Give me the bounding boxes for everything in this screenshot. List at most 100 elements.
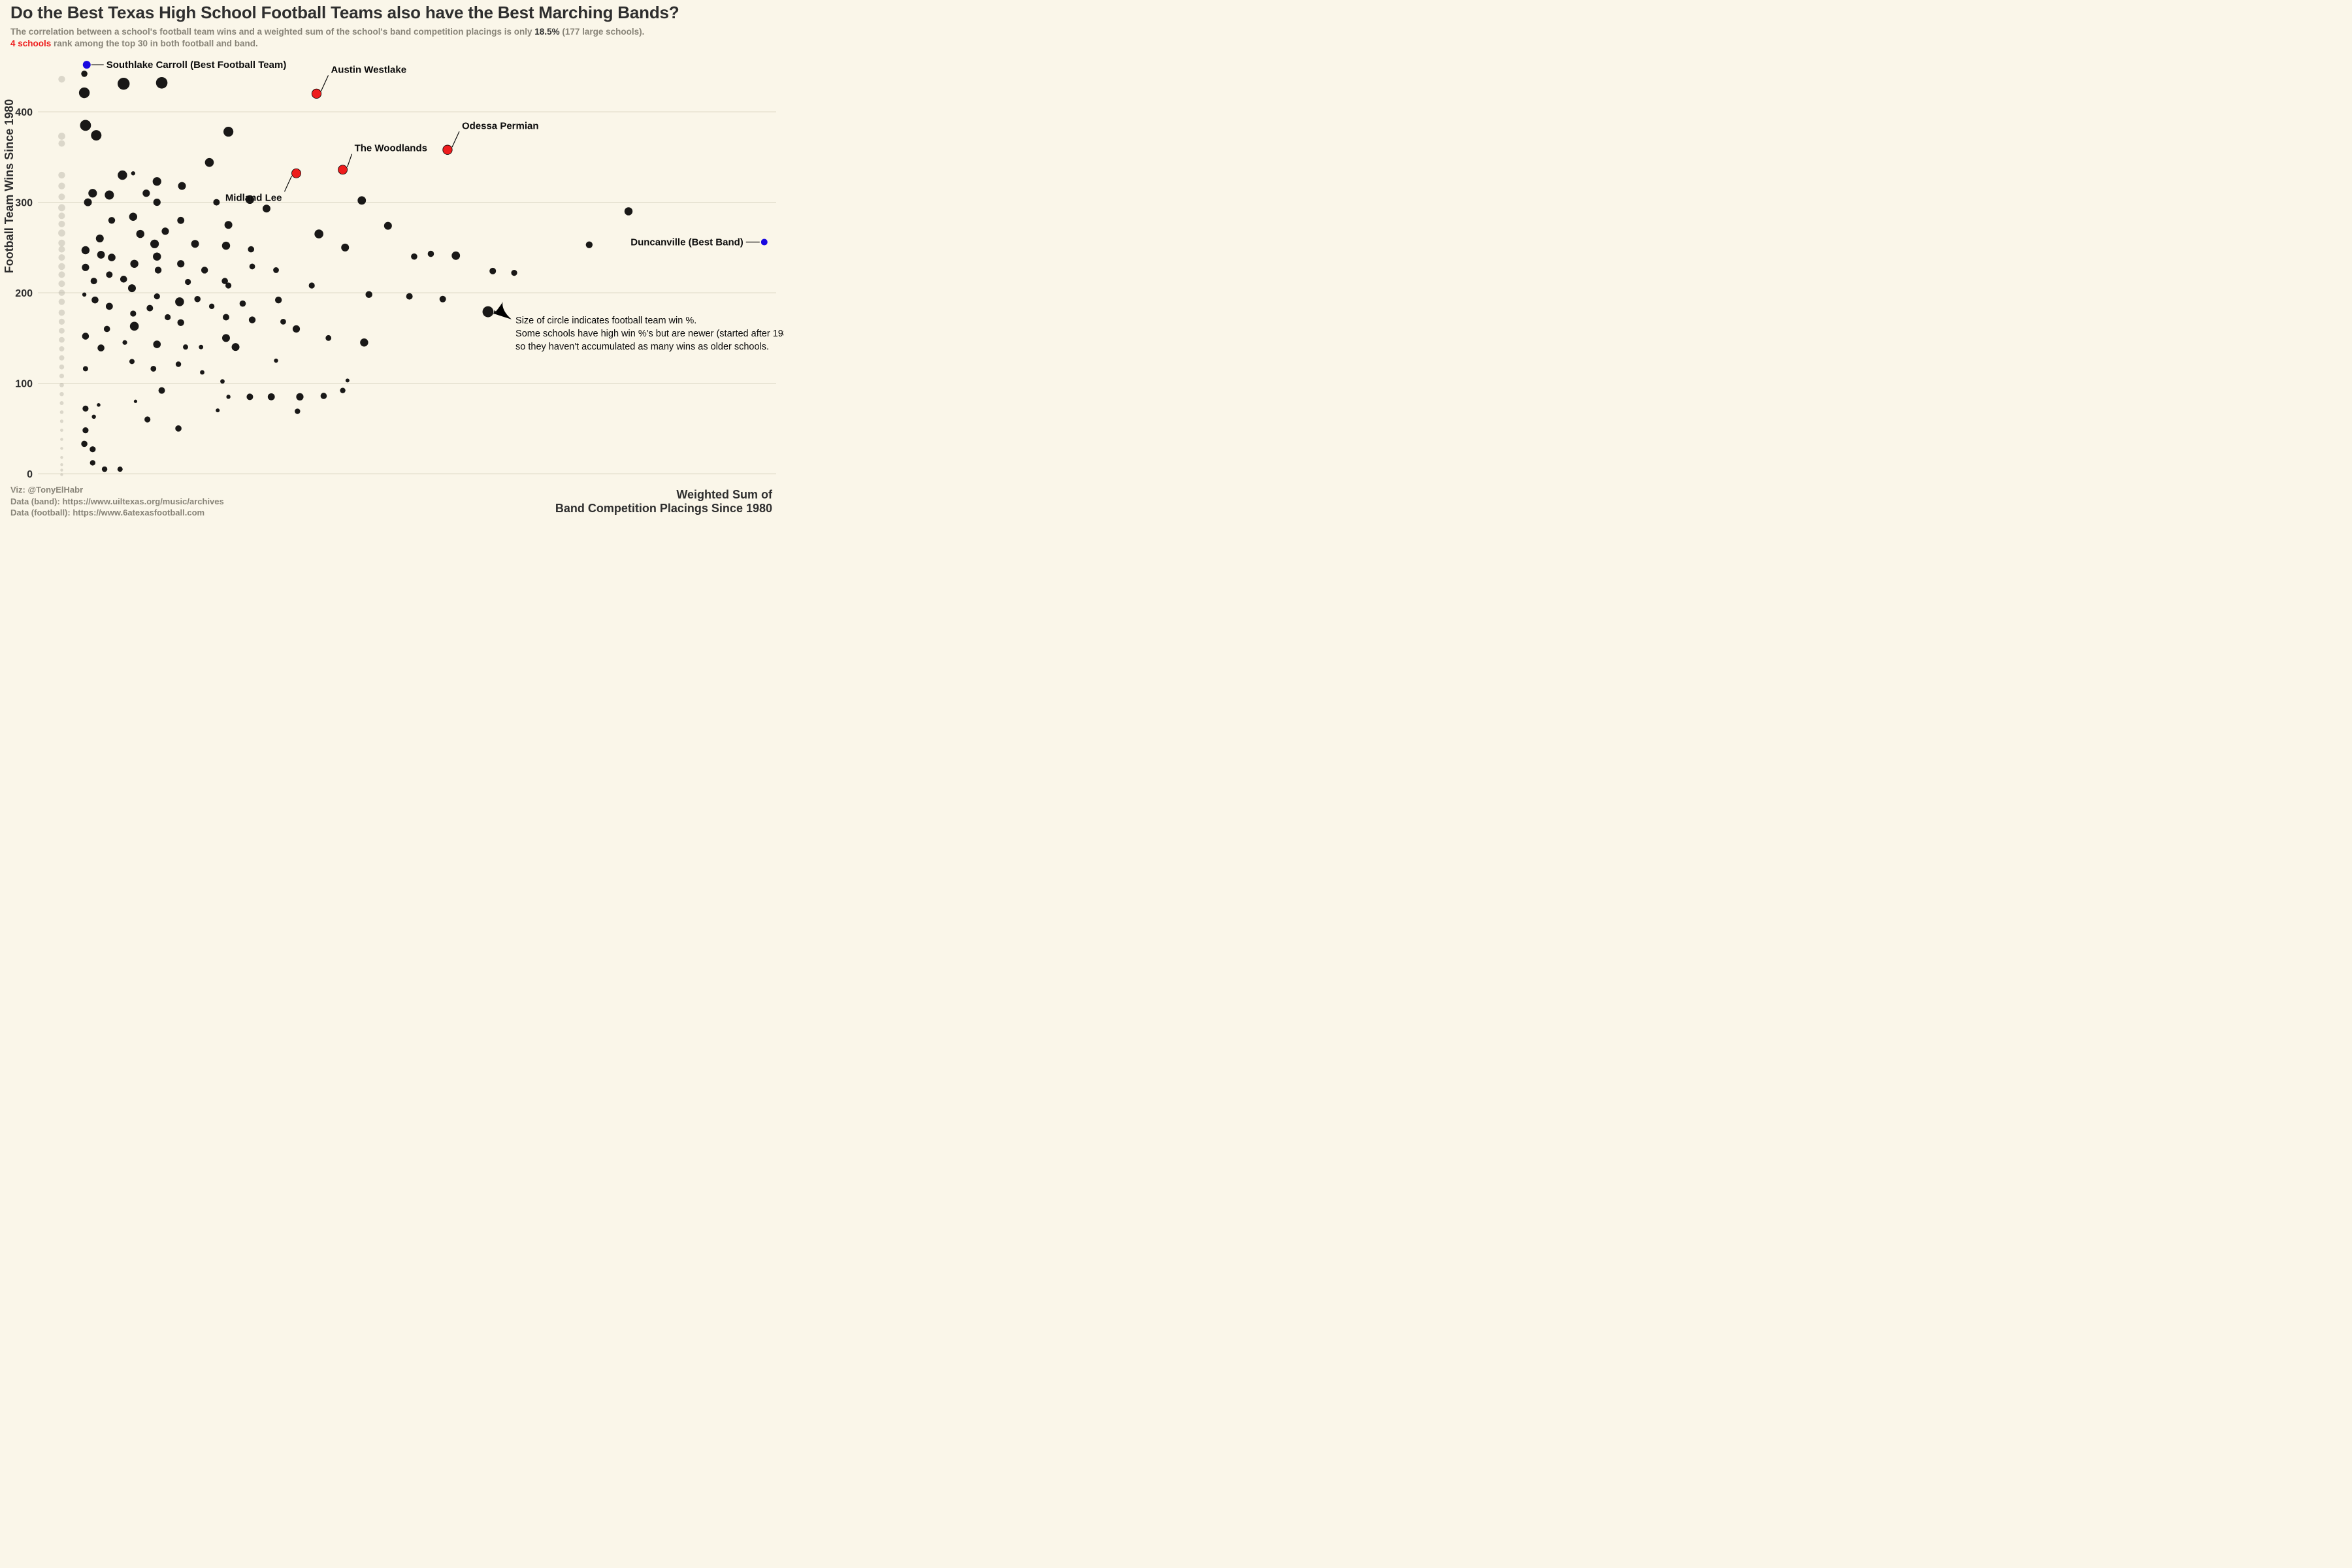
scatter-dot xyxy=(96,235,104,242)
x-axis-label: Weighted Sum of Band Competition Placing… xyxy=(555,488,772,516)
scatter-dot xyxy=(131,171,135,175)
scatter-dot xyxy=(81,441,88,448)
scatter-dot xyxy=(411,253,417,260)
scatter-dot xyxy=(82,246,90,254)
scatter-dot xyxy=(268,393,275,400)
scatter-dot-faint xyxy=(59,299,65,305)
scatter-dot xyxy=(384,222,392,230)
scatter-dot xyxy=(146,305,153,312)
scatter-dot xyxy=(177,217,184,224)
scatter-dot xyxy=(406,293,413,300)
annotation-westlake: Austin Westlake xyxy=(331,64,406,75)
scatter-dot xyxy=(489,268,496,274)
x-axis-label-line2: Band Competition Placings Since 1980 xyxy=(555,502,772,516)
scatter-dot-faint xyxy=(58,280,65,287)
scatter-dot xyxy=(120,276,127,283)
scatter-dot xyxy=(129,213,137,221)
credit-viz: Viz: @TonyElHabr xyxy=(10,484,224,496)
scatter-dot-faint xyxy=(58,254,65,261)
scatter-dot xyxy=(216,408,220,412)
chart-annotations: Southlake Carroll (Best Football Team)Au… xyxy=(91,59,760,248)
scatter-dot-faint xyxy=(59,392,63,396)
scatter-dot xyxy=(295,408,300,414)
scatter-dot-faint xyxy=(59,355,64,361)
x-axis-label-line1: Weighted Sum of xyxy=(555,488,772,502)
scatter-dot xyxy=(150,240,159,248)
scatter-dot-faint xyxy=(58,246,65,253)
scatter-dot xyxy=(142,189,150,197)
scatter-dot xyxy=(161,227,169,235)
scatter-dot xyxy=(122,340,127,345)
svg-text:300: 300 xyxy=(15,198,33,209)
scatter-dot xyxy=(201,267,208,273)
scatter-dot xyxy=(80,120,91,131)
scatter-dot xyxy=(275,297,282,303)
scatter-dot xyxy=(91,278,97,284)
scatter-dot xyxy=(222,242,230,250)
scatter-dot xyxy=(159,387,165,394)
scatter-dot xyxy=(183,344,188,350)
scatter-dot-faint xyxy=(59,337,65,343)
scatter-dot xyxy=(155,267,161,273)
scatter-dot xyxy=(185,279,191,285)
scatter-dot xyxy=(222,334,230,342)
scatter-dot xyxy=(154,293,160,299)
scatter-dot-faint xyxy=(60,468,63,471)
scatter-dot xyxy=(177,260,184,267)
scatter-dot-faint xyxy=(58,204,65,212)
scatter-dot xyxy=(205,158,214,167)
scatter-dot xyxy=(90,446,95,452)
scatter-dot xyxy=(90,460,95,465)
scatter-dot-highlight xyxy=(83,61,91,69)
annotation-woodlands: The Woodlands xyxy=(355,143,427,154)
annotation-permian: Odessa Permian xyxy=(462,120,539,131)
scatter-dot xyxy=(314,229,323,238)
credit-band: Data (band): https://www.uiltexas.org/mu… xyxy=(10,496,224,508)
scatter-dot xyxy=(108,253,116,261)
scatter-dot xyxy=(357,196,366,204)
scatter-dot-faint xyxy=(59,401,63,405)
credit-football: Data (football): https://www.6atexasfoot… xyxy=(10,507,224,519)
scatter-dot xyxy=(82,406,88,412)
y-axis-label: Football Team Wins Since 1980 xyxy=(3,99,16,274)
scatter-dot xyxy=(213,199,220,206)
scatter-chart: 0100200300400 Football Team Wins Since 1… xyxy=(0,0,784,523)
scatter-dot xyxy=(108,217,115,223)
scatter-dot xyxy=(130,322,139,331)
scatter-dot-faint xyxy=(60,456,63,459)
scatter-dot xyxy=(129,359,135,364)
scatter-dot xyxy=(106,302,113,310)
scatter-dot xyxy=(153,340,161,348)
scatter-dot xyxy=(175,425,182,432)
scatter-dot xyxy=(130,260,138,268)
scatter-dot-faint xyxy=(58,271,65,278)
scatter-dot-faint xyxy=(59,319,65,325)
scatter-dot-faint xyxy=(58,212,65,219)
scatter-dot-highlight xyxy=(338,165,348,174)
scatter-dot xyxy=(274,359,278,363)
svg-text:100: 100 xyxy=(15,379,33,390)
scatter-dot xyxy=(365,291,372,298)
scatter-dot xyxy=(341,244,349,252)
scatter-dot xyxy=(82,264,89,271)
scatter-dot-faint xyxy=(60,438,63,441)
scatter-dot xyxy=(102,466,107,472)
scatter-dot xyxy=(79,88,90,98)
scatter-dot xyxy=(118,78,129,90)
scatter-dot-faint xyxy=(59,289,65,296)
scatter-dot xyxy=(165,314,171,320)
scatter-dot xyxy=(428,251,434,257)
scatter-dot xyxy=(240,301,246,307)
chart-note-line: Size of circle indicates football team w… xyxy=(515,316,696,326)
scatter-dot-highlight xyxy=(443,145,452,154)
scatter-dot-faint xyxy=(58,133,65,140)
scatter-dot-faint xyxy=(58,172,65,178)
scatter-dot xyxy=(250,264,255,270)
scatter-dot xyxy=(118,466,123,472)
scatter-dot xyxy=(128,284,136,292)
scatter-dot xyxy=(586,241,593,248)
scatter-dot xyxy=(82,293,86,297)
scatter-dot-faint xyxy=(58,263,65,270)
y-axis-ticks: 0100200300400 xyxy=(15,107,33,480)
scatter-dot xyxy=(130,310,136,316)
